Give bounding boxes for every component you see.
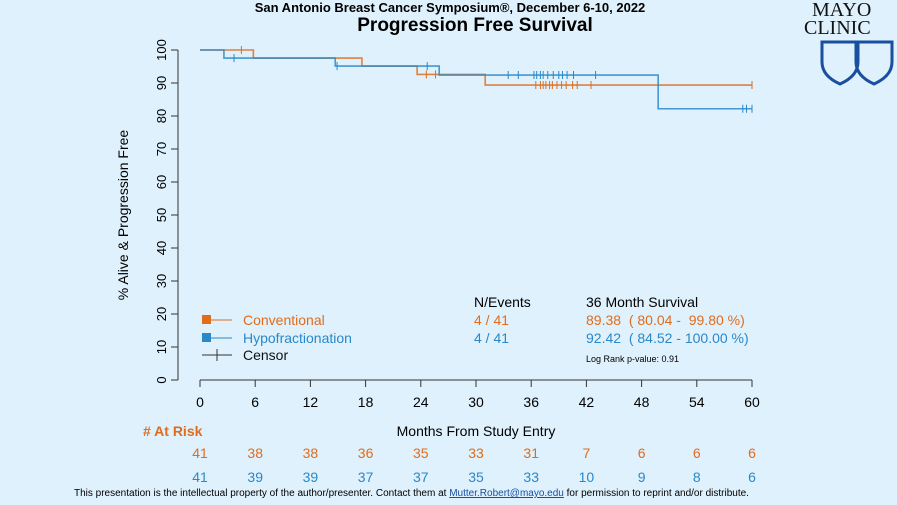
survival-curve-conventional (200, 49, 752, 86)
at-risk-hypofractionation: 10 (579, 469, 595, 485)
at-risk-conventional: 41 (192, 445, 208, 461)
at-risk-hypofractionation: 33 (523, 469, 539, 485)
n-events-header: N/Events (474, 294, 531, 310)
x-tick-label: 12 (303, 394, 319, 410)
at-risk-conventional: 38 (303, 445, 319, 461)
y-tick-label: 60 (154, 175, 169, 189)
x-tick-label: 0 (196, 394, 204, 410)
at-risk-conventional: 33 (468, 445, 484, 461)
at-risk-conventional: 35 (413, 445, 429, 461)
x-tick-label: 54 (689, 394, 705, 410)
legend: Conventional Hypofractionation Censor N/… (202, 294, 749, 364)
at-risk-conventional: 6 (748, 445, 756, 461)
n-events-conventional: 4 / 41 (474, 312, 509, 328)
y-tick-label: 90 (154, 76, 169, 90)
survival-hypofractionation: 92.42 ( 84.52 - 100.00 %) (586, 330, 749, 346)
at-risk-conventional: 38 (247, 445, 263, 461)
x-tick-label: 60 (744, 394, 760, 410)
footer-text: This presentation is the intellectual pr… (74, 488, 449, 499)
survival-header: 36 Month Survival (586, 294, 698, 310)
at-risk-hypofractionation: 35 (468, 469, 484, 485)
n-events-hypofractionation: 4 / 41 (474, 330, 509, 346)
x-tick-label: 30 (468, 394, 484, 410)
legend-label-hypofractionation: Hypofractionation (243, 330, 352, 346)
at-risk-conventional: 31 (523, 445, 539, 461)
shield-icon (820, 40, 860, 86)
y-tick-label: 10 (154, 340, 169, 354)
at-risk-hypofractionation: 39 (303, 469, 319, 485)
at-risk-hypofractionation: 37 (358, 469, 374, 485)
at-risk-label: # At Risk (143, 423, 203, 439)
at-risk-hypofractionation: 39 (247, 469, 263, 485)
chart-title: Progression Free Survival (357, 15, 593, 36)
at-risk-hypofractionation: 9 (638, 469, 646, 485)
log-rank-pvalue: Log Rank p-value: 0.91 (586, 354, 679, 364)
at-risk-conventional: 7 (583, 445, 591, 461)
x-tick-label: 48 (634, 394, 650, 410)
y-tick-label: 20 (154, 307, 169, 321)
logo-text-1: MAYO (812, 0, 871, 21)
y-tick-label: 30 (154, 274, 169, 288)
footer-email-link[interactable]: Mutter.Robert@mayo.edu (449, 488, 564, 499)
conference-header: San Antonio Breast Cancer Symposium®, De… (255, 0, 646, 15)
survival-conventional: 89.38 ( 80.04 - 99.80 %) (586, 312, 745, 328)
legend-label-censor: Censor (243, 347, 288, 363)
y-axis-label: % Alive & Progression Free (115, 130, 131, 301)
x-axis-label: Months From Study Entry (397, 423, 556, 439)
legend-label-conventional: Conventional (243, 312, 325, 328)
y-tick-label: 100 (154, 39, 169, 61)
shield-icon (854, 40, 894, 86)
footer-text-end: for permission to reprint and/or distrib… (564, 488, 749, 499)
at-risk-hypofractionation: 6 (748, 469, 756, 485)
x-tick-label: 18 (358, 394, 374, 410)
footer-notice: This presentation is the intellectual pr… (74, 488, 749, 499)
logo-text-2: CLINIC (804, 17, 871, 39)
y-tick-label: 70 (154, 142, 169, 156)
mayo-clinic-logo: MAYO CLINIC (804, 0, 894, 86)
y-tick-label: 80 (154, 109, 169, 123)
survival-curve-hypofractionation (200, 49, 752, 110)
legend-swatch-hypofractionation (202, 333, 211, 342)
x-tick-label: 6 (251, 394, 259, 410)
at-risk-conventional: 6 (638, 445, 646, 461)
x-tick-label: 42 (579, 394, 595, 410)
y-tick-label: 0 (154, 376, 169, 383)
at-risk-hypofractionation: 37 (413, 469, 429, 485)
at-risk-hypofractionation: 8 (693, 469, 701, 485)
x-tick-label: 24 (413, 394, 429, 410)
legend-swatch-conventional (202, 315, 211, 324)
y-tick-label: 50 (154, 208, 169, 222)
x-tick-label: 36 (523, 394, 539, 410)
at-risk-conventional: 36 (358, 445, 374, 461)
at-risk-hypofractionation: 41 (192, 469, 208, 485)
at-risk-conventional: 6 (693, 445, 701, 461)
y-tick-label: 40 (154, 241, 169, 255)
